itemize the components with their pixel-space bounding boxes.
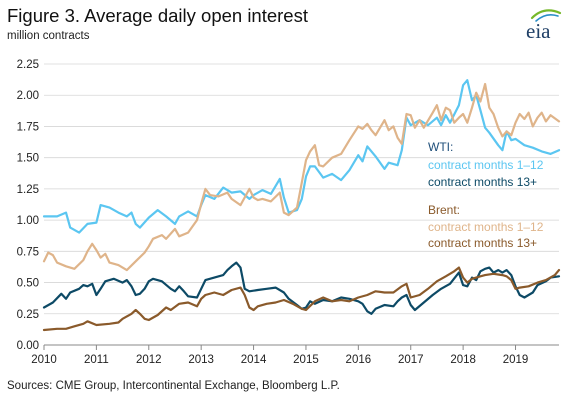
y-tick-label: 2.25 [17, 59, 39, 71]
eia-logo-icon: eia [526, 9, 562, 43]
y-tick-label: 1.50 [17, 153, 39, 165]
x-tick-label: 2013 [188, 354, 214, 366]
grid-lines [44, 63, 559, 346]
chart-units: million contracts [7, 30, 90, 42]
legend-wti-13-plus: contract months 13+ [428, 175, 537, 189]
x-tick-label: 2016 [346, 354, 372, 366]
y-tick-label: 0.00 [17, 340, 39, 352]
logo-text: eia [526, 19, 551, 43]
legend-brent-13-plus: contract months 13+ [428, 236, 537, 250]
x-tick-label: 2011 [84, 354, 109, 366]
x-tick-label: 2015 [293, 354, 319, 366]
y-tick-label: 1.75 [17, 121, 39, 133]
x-tick-label: 2019 [503, 354, 529, 366]
source-note: Sources: CME Group, Intercontinental Exc… [7, 380, 340, 392]
legend-wti-1-12: contract months 1–12 [428, 158, 544, 172]
y-tick-label: 2.00 [17, 90, 39, 102]
series-lines [42, 79, 561, 332]
y-tick-label: 1.25 [17, 184, 39, 196]
logo-arc-green [530, 9, 562, 20]
axes: 0.00 0.25 0.50 0.75 1.00 1.25 1.50 1.75 2.00 2.25… [17, 59, 529, 366]
chart-title: Figure 3. Average daily open interest [7, 5, 308, 26]
series-line-3 [42, 266, 561, 332]
y-tick-label: 0.75 [17, 246, 39, 258]
series-line-1 [42, 261, 561, 315]
legend: WTI: contract months 1–12 contract months … [428, 140, 544, 250]
x-tick-label: 2012 [136, 354, 162, 366]
x-tick-label: 2017 [398, 354, 424, 366]
x-tick-label: 2010 [31, 354, 57, 366]
legend-brent-heading: Brent: [428, 203, 460, 217]
series-line-2 [42, 82, 561, 272]
legend-brent-1-12: contract months 1–12 [428, 220, 544, 234]
x-tick-label: 2018 [450, 354, 476, 366]
logo-arc-blue [535, 14, 559, 22]
series-line-0 [42, 79, 561, 234]
y-tick-label: 0.25 [17, 309, 39, 321]
y-tick-label: 0.50 [17, 278, 39, 290]
y-tick-label: 1.00 [17, 215, 39, 227]
x-tick-label: 2014 [241, 354, 267, 366]
legend-wti-heading: WTI: [428, 140, 453, 154]
